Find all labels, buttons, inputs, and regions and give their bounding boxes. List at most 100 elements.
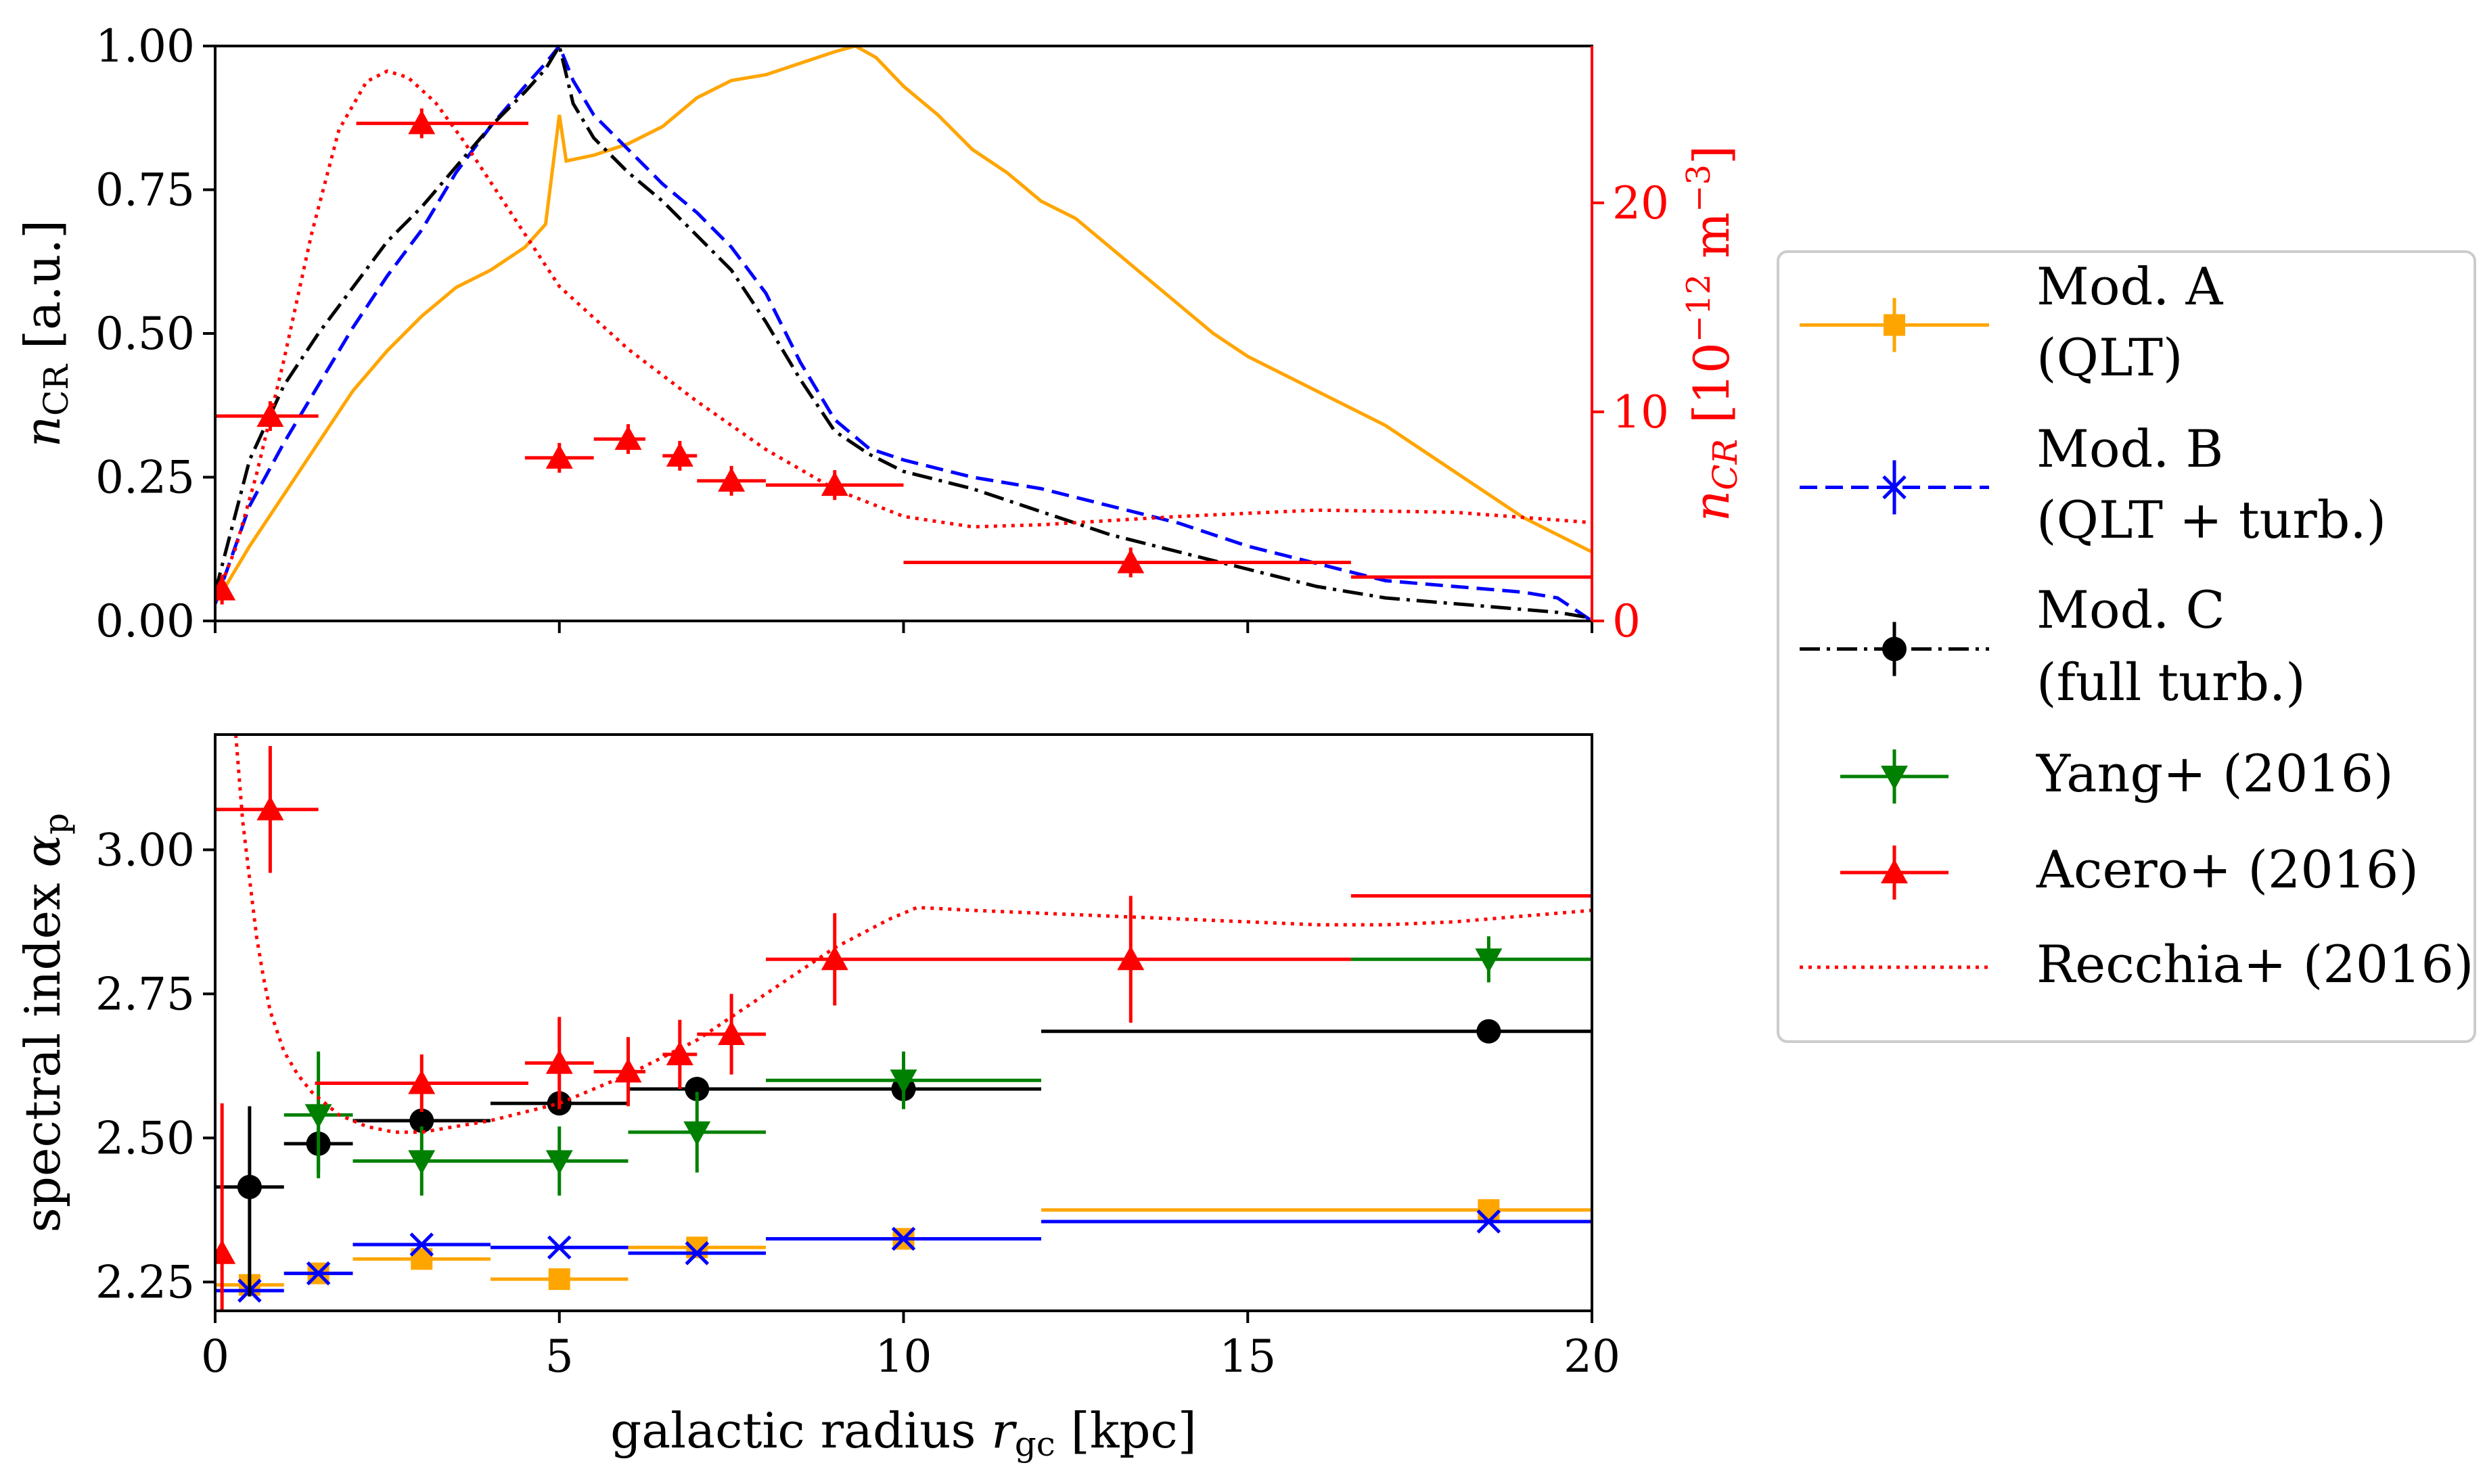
top-series-line-modA bbox=[215, 46, 1592, 605]
xlabel-unit: [kpc] bbox=[1055, 1402, 1197, 1459]
top-right-ytick-label: 10 bbox=[1612, 386, 1669, 438]
ylabel-sub: p bbox=[37, 813, 76, 835]
bottom-modA-point bbox=[548, 1268, 570, 1291]
bottom-xtick-label: 5 bbox=[545, 1330, 574, 1383]
top-acero-point bbox=[821, 471, 848, 496]
legend-frame bbox=[1777, 250, 2476, 1043]
bottom-yang-point bbox=[545, 1150, 573, 1175]
ylabel-var: α bbox=[14, 835, 71, 868]
bottom-xtick-label: 10 bbox=[875, 1330, 932, 1383]
bottom-xtick-label: 0 bbox=[201, 1330, 229, 1383]
legend: Mod. A (QLT) Mod. B (QLT + turb.) Mod. C (ful… bbox=[1777, 250, 2476, 1043]
bottom-xlabel: galactic radius rgc [kpc] bbox=[610, 1402, 1197, 1464]
ylabel-text: spectral index bbox=[14, 867, 71, 1232]
legend-label: Mod. B bbox=[2036, 419, 2223, 479]
top-acero-point bbox=[1117, 549, 1145, 574]
top-ytick-label: 1.00 bbox=[95, 20, 195, 72]
legend-label: Mod. C bbox=[2036, 580, 2225, 640]
bottom-acero-point bbox=[666, 1040, 693, 1065]
bottom-ytick-label: 3.00 bbox=[95, 824, 195, 876]
top-right-ylabel: nCR [10−12 m−3] bbox=[1680, 145, 1745, 521]
legend-label: Recchia+ (2016) bbox=[2036, 934, 2473, 994]
top-ytick-label: 0.50 bbox=[95, 308, 195, 360]
top-acero-point bbox=[666, 442, 693, 467]
legend-label: Yang+ (2016) bbox=[2036, 743, 2394, 804]
bottom-yang-point bbox=[683, 1121, 711, 1146]
top-acero-point bbox=[256, 402, 284, 427]
top-acero-point bbox=[718, 467, 746, 492]
bottom-panel: 2.25 2.50 2.75 3.00 0 5 10 15 20 galactic radius … bbox=[14, 733, 1620, 1464]
legend-marker-modB bbox=[1882, 475, 1907, 500]
top-right-ytick-label: 20 bbox=[1612, 177, 1669, 229]
bottom-acero-point bbox=[408, 1069, 436, 1094]
bottom-modB-point bbox=[891, 1226, 916, 1251]
top-ylabel-sub: CR bbox=[37, 364, 76, 416]
right-ylabel-unit: [10 bbox=[1683, 342, 1740, 439]
bottom-modB-point bbox=[1476, 1209, 1501, 1234]
legend-marker-yang bbox=[1881, 766, 1908, 790]
bottom-modB-point bbox=[409, 1232, 434, 1257]
right-ylabel-var: n bbox=[1683, 490, 1740, 521]
bottom-yang-point bbox=[890, 1069, 917, 1094]
top-ytick-label: 0.75 bbox=[95, 164, 195, 216]
bottom-acero-point bbox=[821, 946, 848, 971]
top-series-line-modC bbox=[215, 46, 1592, 620]
bottom-ytick-label: 2.75 bbox=[95, 968, 195, 1020]
bottom-acero-point bbox=[256, 795, 284, 820]
top-right-ytick-label: 0 bbox=[1612, 595, 1641, 647]
bottom-yang-point bbox=[408, 1150, 436, 1175]
bottom-acero-point bbox=[1117, 946, 1145, 971]
right-ylabel-exp2: −3 bbox=[1680, 164, 1718, 212]
legend-marker-acero bbox=[1881, 859, 1908, 883]
top-ylabel-unit: [a.u.] bbox=[14, 220, 71, 365]
xlabel-text: galactic radius bbox=[610, 1402, 991, 1459]
top-ylabel-var: n bbox=[14, 416, 71, 447]
xlabel-sub: gc bbox=[1015, 1424, 1055, 1464]
bottom-modB-point bbox=[685, 1241, 710, 1266]
right-ylabel-unit2: m bbox=[1683, 212, 1740, 274]
bottom-acero-point bbox=[718, 1021, 746, 1046]
top-acero-point bbox=[215, 576, 236, 601]
bottom-acero-point bbox=[215, 1239, 236, 1264]
bottom-acero-point bbox=[545, 1049, 573, 1074]
legend-label: Mod. A bbox=[2036, 256, 2224, 317]
legend-label-line2: (full turb.) bbox=[2036, 652, 2306, 712]
top-plot-area bbox=[215, 46, 1592, 621]
top-acero-point bbox=[545, 444, 573, 469]
bottom-modC-point bbox=[685, 1076, 710, 1101]
xlabel-var: r bbox=[991, 1402, 1017, 1459]
bottom-acero-point bbox=[614, 1058, 642, 1083]
bottom-modB-point bbox=[306, 1261, 331, 1286]
top-series-line-recchia bbox=[215, 69, 1592, 601]
bottom-ytick-label: 2.25 bbox=[95, 1256, 195, 1308]
bottom-modC-point bbox=[237, 1174, 262, 1199]
legend-marker-modC bbox=[1882, 636, 1907, 662]
bottom-xtick-label: 15 bbox=[1219, 1330, 1276, 1383]
bottom-xtick-label: 20 bbox=[1564, 1330, 1620, 1383]
bottom-plot-area bbox=[215, 735, 1592, 1311]
right-ylabel-close: ] bbox=[1683, 145, 1740, 164]
bottom-ytick-label: 2.50 bbox=[95, 1112, 195, 1164]
top-acero-point bbox=[408, 110, 436, 135]
bottom-yang-point bbox=[304, 1104, 332, 1129]
bottom-yang-point bbox=[1475, 948, 1503, 973]
legend-label-line2: (QLT + turb.) bbox=[2036, 490, 2386, 550]
bottom-recchia-line bbox=[234, 735, 1592, 1134]
right-ylabel-sub: CR bbox=[1706, 439, 1745, 490]
right-ylabel-exp: −12 bbox=[1680, 274, 1718, 342]
legend-label: Acero+ (2016) bbox=[2036, 839, 2419, 900]
legend-label-line2: (QLT) bbox=[2036, 327, 2183, 388]
bottom-modC-point bbox=[409, 1108, 434, 1133]
top-ylabel: nCR [a.u.] bbox=[14, 220, 76, 447]
top-acero-point bbox=[614, 425, 642, 450]
bottom-ylabel: spectral index αp bbox=[14, 813, 76, 1232]
top-ytick-label: 0.00 bbox=[95, 595, 195, 647]
legend-marker-modA bbox=[1884, 314, 1905, 336]
bottom-modC-point bbox=[1476, 1019, 1501, 1044]
top-ytick-label: 0.25 bbox=[95, 452, 195, 504]
bottom-modB-point bbox=[547, 1235, 572, 1260]
bottom-modA-point bbox=[1478, 1199, 1500, 1221]
top-series-line-modB bbox=[215, 46, 1592, 621]
bottom-frame bbox=[214, 733, 1593, 1312]
